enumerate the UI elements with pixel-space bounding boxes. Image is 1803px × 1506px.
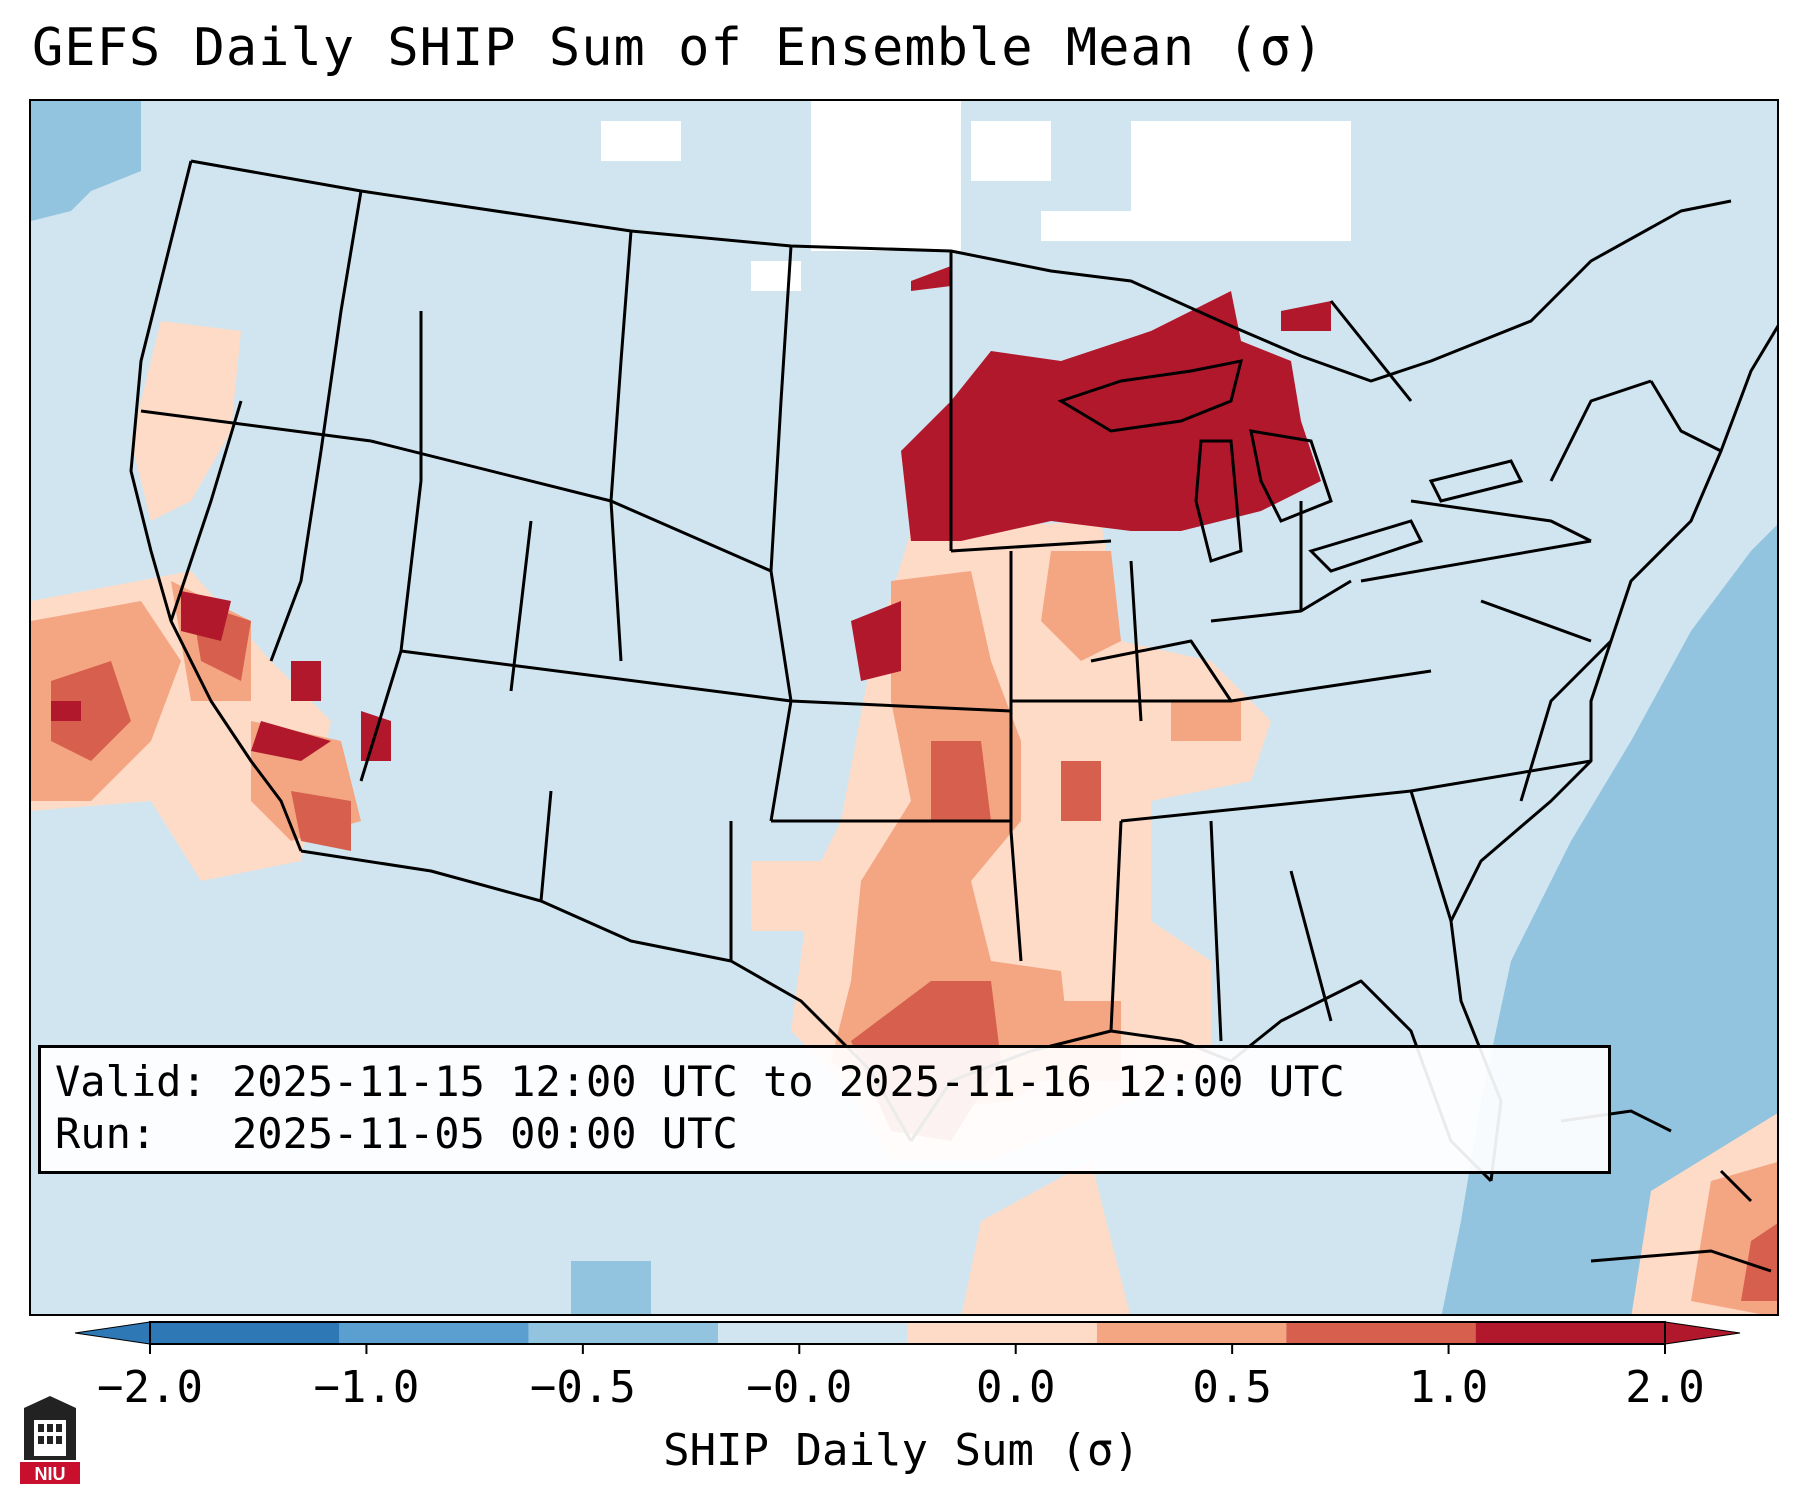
great-lakes <box>1057 359 1524 573</box>
colorbar-tick-label: 0.0 <box>976 1362 1055 1413</box>
colorbar-tick-label: −0.5 <box>530 1362 636 1413</box>
political-borders <box>129 159 1777 1183</box>
valid-run-info-box: Valid: 2025-11-15 12:00 UTC to 2025-11-1… <box>38 1045 1611 1174</box>
colorbar-segment <box>339 1322 529 1344</box>
colorbar-tick-label: 1.0 <box>1409 1362 1488 1413</box>
colorbar-tick-label: −2.0 <box>97 1362 203 1413</box>
colorbar-tick-label: 0.5 <box>1192 1362 1271 1413</box>
colorbar-segment <box>528 1322 719 1344</box>
colorbar-segment <box>1475 1322 1665 1344</box>
colorbar-segment <box>1286 1322 1476 1344</box>
run-value: 2025-11-05 00:00 UTC <box>232 1109 738 1158</box>
colorbar-segment <box>907 1322 1097 1344</box>
colorbar-extend-low <box>74 1321 151 1345</box>
logo-text: NIU <box>35 1464 66 1484</box>
colorbar-tick-label: −1.0 <box>313 1362 419 1413</box>
colorbar-segment <box>718 1322 908 1344</box>
colorbar-segment <box>1096 1322 1287 1344</box>
colorbar-extend-high <box>1664 1321 1741 1345</box>
valid-label: Valid: <box>55 1057 207 1106</box>
colorbar-outline <box>149 1321 1666 1345</box>
colorbar-label: SHIP Daily Sum (σ) <box>663 1425 1140 1476</box>
colorbar-tick-label: −0.0 <box>746 1362 852 1413</box>
extreme-positive-zones <box>51 266 1331 761</box>
white-zones <box>601 101 1351 291</box>
map-title: GEFS Daily SHIP Sum of Ensemble Mean (σ) <box>32 18 1325 78</box>
colorbar-tick-label: 2.0 <box>1625 1362 1704 1413</box>
colorbar-segments <box>74 1321 1741 1345</box>
colorbar: −2.0 −1.0 −0.5 −0.0 0.0 0.5 1.0 2.0 <box>74 1321 1741 1413</box>
valid-value: 2025-11-15 12:00 UTC to 2025-11-16 12:00… <box>232 1057 1345 1106</box>
colorbar-segment <box>150 1322 340 1344</box>
niu-logo: NIU <box>20 1396 80 1484</box>
run-label: Run: <box>55 1109 157 1158</box>
colorbar-ticks: −2.0 −1.0 −0.5 −0.0 0.0 0.5 1.0 2.0 <box>97 1344 1705 1413</box>
